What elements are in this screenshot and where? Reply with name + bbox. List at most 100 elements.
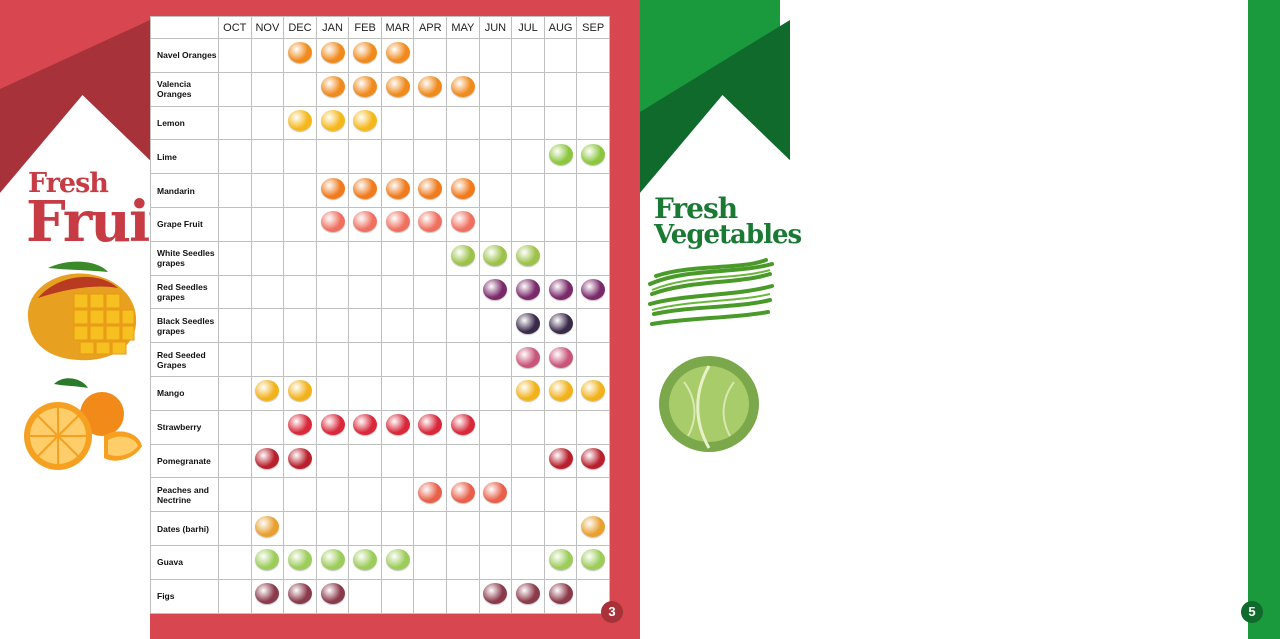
mandarin-icon [385, 177, 410, 199]
mandarin-icon [418, 177, 443, 199]
produce-name: Lime [150, 139, 219, 175]
season-cell [348, 443, 382, 479]
season-cell [283, 173, 317, 208]
season-cell [380, 477, 415, 513]
season-cell [543, 511, 578, 546]
produce-name: Grape Fruit [150, 206, 219, 242]
season-cell [576, 342, 610, 377]
fig-icon [515, 583, 540, 605]
season-cell [543, 38, 578, 73]
peach-icon [483, 481, 508, 503]
guava-icon [255, 549, 280, 571]
season-cell [543, 443, 578, 479]
season-cell [543, 375, 578, 411]
orange-icon [418, 76, 443, 98]
season-cell [315, 139, 350, 175]
fruit-season-table: OCT NOV DEC JAN FEB MAR APR MAY JUN JUL AUG SEP Nave… [150, 16, 610, 614]
season-cell [283, 578, 317, 614]
orange-icon [320, 42, 345, 64]
season-cell [511, 240, 545, 276]
season-cell [218, 409, 252, 445]
season-cell [315, 477, 350, 513]
season-cell [283, 71, 317, 107]
fig-icon [320, 583, 345, 605]
season-cell [511, 443, 545, 479]
dates-icon [581, 515, 606, 537]
season-cell [576, 274, 610, 310]
produce-name: White Seedles grapes [150, 240, 219, 276]
red-grapes-icon [483, 279, 508, 300]
red-grapes-icon [548, 279, 573, 300]
season-cell [218, 206, 252, 242]
season-cell [250, 139, 285, 175]
mango-icon [287, 380, 312, 402]
season-cell [478, 443, 513, 479]
season-cell [348, 139, 382, 175]
season-cell [478, 308, 513, 344]
season-cell [576, 71, 610, 107]
month-header: SEP [576, 16, 610, 39]
season-cell [511, 409, 545, 445]
table-row: Guava [150, 544, 610, 580]
table-row: Mandarin [150, 173, 610, 208]
table-row: Lime [150, 139, 610, 175]
produce-name: Mandarin [150, 173, 219, 208]
orange-icon [353, 76, 378, 98]
season-cell [250, 240, 285, 276]
month-header: AUG [543, 16, 578, 39]
season-cell [446, 139, 480, 175]
mandarin-icon [353, 177, 378, 199]
season-cell [250, 38, 285, 73]
season-cell [446, 71, 480, 107]
season-cell [348, 477, 382, 513]
white-grapes-icon [450, 245, 475, 267]
season-cell [250, 206, 285, 242]
guava-icon [320, 549, 345, 571]
strawberry-icon [320, 414, 345, 436]
season-cell [446, 308, 480, 344]
season-cell [315, 173, 350, 208]
season-cell [446, 105, 480, 141]
strawberry-icon [450, 414, 475, 436]
black-grapes-icon [548, 312, 573, 334]
season-cell [511, 173, 545, 208]
mandarin-icon [320, 177, 345, 199]
fruit-title-fresh: Fresh [28, 168, 109, 199]
season-cell [348, 173, 382, 208]
season-cell [218, 71, 252, 107]
season-cell [348, 206, 382, 242]
orange-icon [385, 42, 410, 64]
season-cell [478, 274, 513, 310]
header-corner [150, 16, 219, 39]
produce-name: Red Seedles grapes [150, 274, 219, 310]
season-cell [283, 206, 317, 242]
season-cell [478, 409, 513, 445]
red-seeded-grapes-icon [515, 346, 540, 368]
mango-photo-icon [27, 261, 137, 361]
season-cell [218, 443, 252, 479]
season-cell [315, 308, 350, 344]
month-header: OCT [218, 16, 252, 39]
grapefruit-icon [385, 211, 410, 233]
fig-icon [548, 583, 573, 605]
produce-name: Figs [150, 578, 219, 614]
season-cell [446, 240, 480, 276]
lemon-icon [287, 110, 312, 131]
table-row: Figs [150, 578, 610, 614]
mango-icon [515, 380, 540, 402]
season-cell [283, 240, 317, 276]
season-cell [543, 342, 578, 377]
red-grapes-icon [515, 279, 540, 300]
produce-name: Mango [150, 375, 219, 411]
season-cell [380, 308, 415, 344]
season-cell [283, 443, 317, 479]
vegetables-page: Fresh Vegetables OCTNOVDECJANFEBMARAPRMA… [640, 0, 1280, 639]
season-cell [511, 578, 545, 614]
season-cell [315, 544, 350, 580]
season-cell [380, 173, 415, 208]
season-cell [446, 443, 480, 479]
pomegranate-icon [548, 447, 573, 469]
strawberry-icon [353, 414, 378, 436]
season-cell [348, 544, 382, 580]
season-cell [315, 71, 350, 107]
